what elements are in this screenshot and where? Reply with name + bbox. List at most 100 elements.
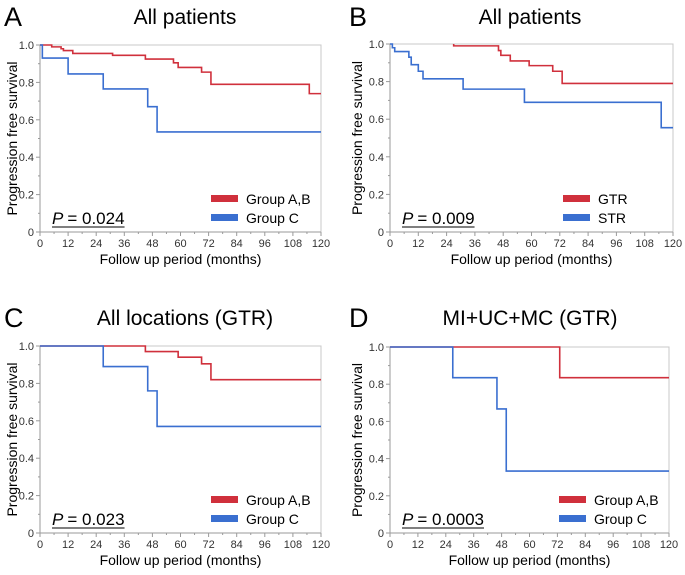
y-tick-label: 0.2 <box>19 491 34 503</box>
y-tick-label: 0.2 <box>369 491 384 503</box>
legend-swatch <box>211 496 238 503</box>
x-tick-label: 108 <box>632 539 650 551</box>
x-tick-label: 12 <box>412 238 424 250</box>
legend-label: Group C <box>246 210 299 226</box>
survival-curve-red <box>452 44 673 85</box>
x-tick-label: 96 <box>607 539 619 551</box>
x-tick-label: 108 <box>284 539 302 551</box>
panel-b: B All patients 0 12 24 36 48 60 72 84 96 108 120 0 0.2… <box>349 2 682 267</box>
legend-label: Group A,B <box>246 191 311 207</box>
legend-label: Group A,B <box>594 492 659 508</box>
survival-curve-blue <box>40 345 321 428</box>
y-tick-label: 0.8 <box>369 77 384 89</box>
x-tick-label: 84 <box>582 238 594 250</box>
legend-swatch <box>211 515 238 522</box>
x-tick-label: 36 <box>118 238 130 250</box>
x-axis-label: Follow up period (months) <box>449 552 611 568</box>
survival-curve-blue <box>40 44 321 133</box>
x-tick-label: 24 <box>90 238 102 250</box>
y-tick-label: 0.8 <box>369 379 384 391</box>
y-tick-label: 0.2 <box>19 190 34 202</box>
panel-letter: B <box>349 2 367 32</box>
legend-swatch <box>559 515 586 522</box>
panel-title: All locations (GTR) <box>97 307 273 330</box>
legend-label: Group C <box>246 511 299 527</box>
x-tick-label: 108 <box>636 238 654 250</box>
p-value: P = 0.009 <box>402 209 475 228</box>
y-tick-label: 1.0 <box>19 40 34 52</box>
survival-curve-blue <box>390 346 669 472</box>
x-tick-label: 0 <box>37 539 43 551</box>
panel-letter: A <box>4 2 22 32</box>
y-axis-label: Progression free survival <box>349 61 365 215</box>
x-tick-label: 36 <box>118 539 130 551</box>
legend-swatch <box>563 214 590 221</box>
panel-a: A All patients 0 12 24 36 48 60 72 84 96 108 120 0 0.2… <box>4 2 330 267</box>
x-tick-label: 24 <box>90 539 102 551</box>
x-tick-label: 72 <box>554 238 566 250</box>
x-axis-label: Follow up period (months) <box>100 251 262 267</box>
x-tick-label: 96 <box>259 539 271 551</box>
legend-label: STR <box>598 210 626 226</box>
y-tick-label: 0.6 <box>19 115 34 127</box>
x-tick-label: 72 <box>202 238 214 250</box>
legend-label: Group A,B <box>246 492 311 508</box>
survival-curve-red <box>40 345 321 381</box>
plot-frame <box>389 43 674 233</box>
y-tick-label: 1.0 <box>369 39 384 51</box>
x-tick-label: 60 <box>174 539 186 551</box>
panel-title: MI+UC+MC (GTR) <box>443 307 618 330</box>
x-tick-label: 48 <box>146 238 158 250</box>
x-tick-label: 12 <box>412 539 424 551</box>
x-tick-label: 24 <box>440 238 452 250</box>
x-tick-label: 60 <box>523 539 535 551</box>
x-tick-label: 48 <box>497 238 509 250</box>
y-axis-label: Progression free survival <box>4 61 20 215</box>
x-axis-label: Follow up period (months) <box>451 251 613 267</box>
x-tick-label: 60 <box>525 238 537 250</box>
y-tick-label: 0 <box>378 528 384 540</box>
p-value-number: = 0.009 <box>417 209 474 228</box>
panel-title: All patients <box>134 6 237 29</box>
p-value-symbol: P <box>52 209 64 228</box>
y-tick-label: 0.6 <box>19 416 34 428</box>
legend-swatch <box>563 195 590 202</box>
y-tick-label: 1.0 <box>369 342 384 354</box>
panel-title: All patients <box>479 6 582 29</box>
y-tick-label: 0.4 <box>19 453 34 465</box>
x-tick-label: 84 <box>231 539 243 551</box>
legend-swatch <box>559 496 586 503</box>
legend-swatch <box>211 214 238 221</box>
x-tick-label: 60 <box>174 238 186 250</box>
panel-letter: D <box>349 303 369 333</box>
p-value: P = 0.023 <box>52 510 125 529</box>
x-tick-label: 12 <box>62 238 74 250</box>
survival-curve-red <box>390 346 669 379</box>
x-tick-label: 48 <box>146 539 158 551</box>
p-value: P = 0.0003 <box>402 510 484 529</box>
x-tick-label: 0 <box>37 238 43 250</box>
x-tick-label: 96 <box>610 238 622 250</box>
y-tick-label: 0.4 <box>369 152 384 164</box>
y-tick-label: 0.8 <box>19 378 34 390</box>
x-tick-label: 0 <box>387 238 393 250</box>
x-tick-label: 120 <box>664 238 682 250</box>
x-tick-label: 24 <box>440 539 452 551</box>
survival-curve-blue <box>390 43 673 129</box>
p-value-number: = 0.023 <box>67 510 124 529</box>
y-tick-label: 1.0 <box>19 341 34 353</box>
x-tick-label: 120 <box>312 539 330 551</box>
y-tick-label: 0 <box>28 528 34 540</box>
legend-label: Group C <box>594 511 647 527</box>
p-value-number: = 0.0003 <box>417 510 484 529</box>
x-tick-label: 72 <box>202 539 214 551</box>
x-tick-label: 120 <box>312 238 330 250</box>
p-value-number: = 0.024 <box>67 209 124 228</box>
x-tick-label: 84 <box>579 539 591 551</box>
y-tick-label: 0.4 <box>369 454 384 466</box>
survival-curve-red <box>40 44 321 95</box>
legend-swatch <box>211 195 238 202</box>
panel-letter: C <box>4 303 24 333</box>
y-tick-label: 0.2 <box>369 189 384 201</box>
